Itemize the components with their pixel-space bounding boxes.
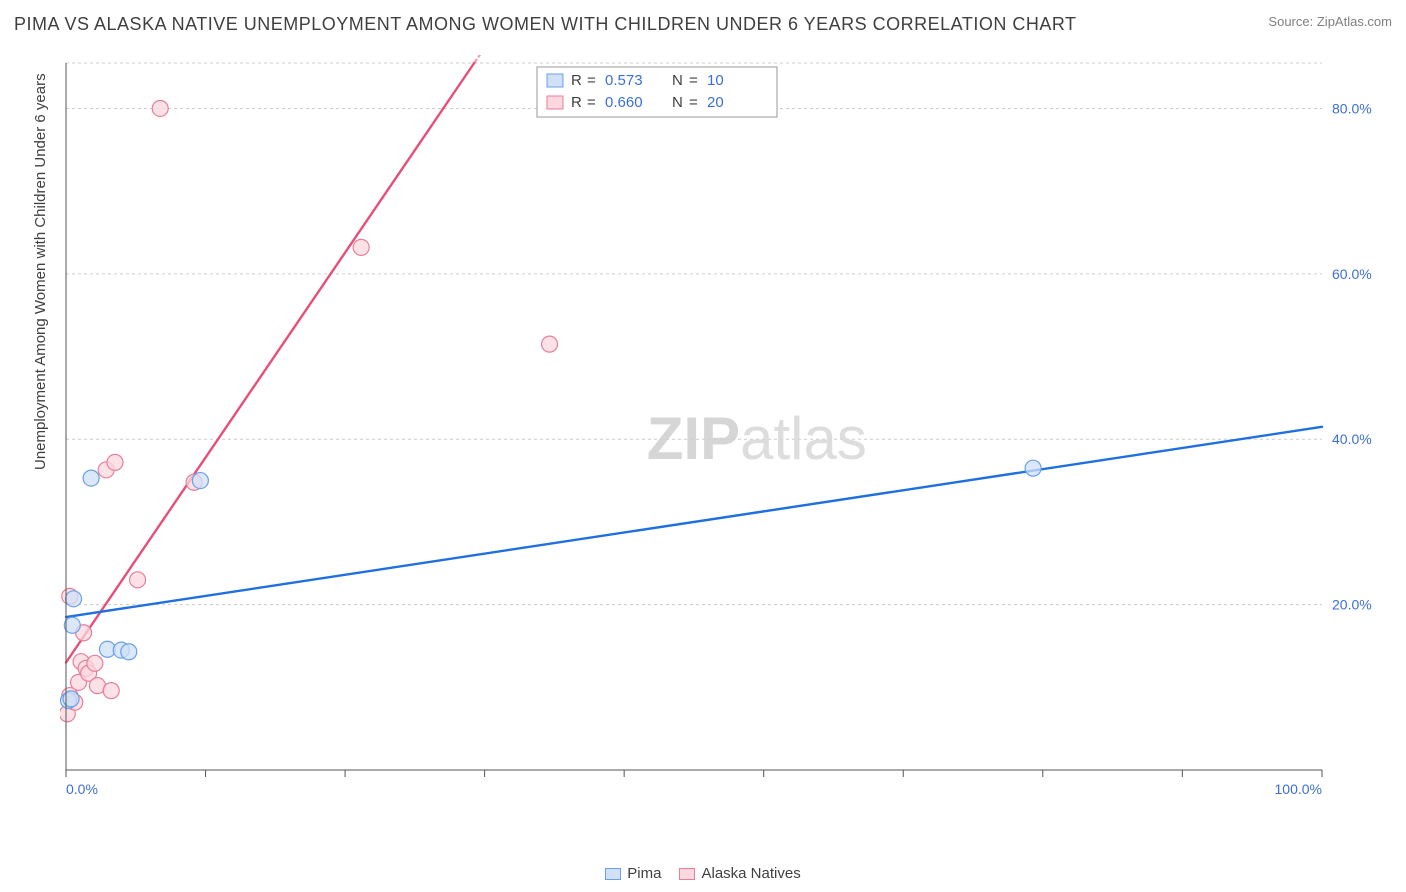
legend-item-alaska: Alaska Natives	[679, 865, 800, 882]
source-link[interactable]: ZipAtlas.com	[1317, 14, 1392, 29]
svg-text:ZIPatlas: ZIPatlas	[647, 405, 867, 472]
svg-text:20: 20	[707, 94, 724, 111]
svg-text:80.0%: 80.0%	[1332, 100, 1372, 116]
svg-text:R: R	[571, 72, 582, 89]
svg-text:N: N	[672, 94, 683, 111]
svg-text:0.660: 0.660	[605, 94, 643, 111]
y-axis-title: Unemployment Among Women with Children U…	[32, 73, 49, 470]
svg-text:100.0%: 100.0%	[1275, 781, 1322, 797]
svg-text:R: R	[571, 94, 582, 111]
svg-text:20.0%: 20.0%	[1332, 597, 1372, 613]
svg-text:10: 10	[707, 72, 724, 89]
svg-text:=: =	[689, 72, 698, 89]
chart-title: PIMA VS ALASKA NATIVE UNEMPLOYMENT AMONG…	[14, 14, 1077, 35]
svg-text:60.0%: 60.0%	[1332, 266, 1372, 282]
pima-swatch-icon	[605, 868, 621, 880]
correlation-chart: ZIPatlas 0.0% 100.0% 20.0% 40.0% 60.0% 80.0% R =…	[60, 55, 1390, 812]
chart-svg: ZIPatlas 0.0% 100.0% 20.0% 40.0% 60.0% 80.0% R =…	[60, 55, 1390, 812]
svg-text:=: =	[689, 94, 698, 111]
svg-text:0.0%: 0.0%	[66, 781, 98, 797]
alaska-swatch-icon	[679, 868, 695, 880]
svg-text:=: =	[587, 72, 596, 89]
source-credit: Source: ZipAtlas.com	[1268, 14, 1392, 29]
svg-text:=: =	[587, 94, 596, 111]
svg-text:0.573: 0.573	[605, 72, 643, 89]
svg-text:40.0%: 40.0%	[1332, 431, 1372, 447]
bottom-legend: Pima Alaska Natives	[0, 865, 1406, 882]
legend-item-pima: Pima	[605, 865, 661, 882]
svg-text:N: N	[672, 72, 683, 89]
